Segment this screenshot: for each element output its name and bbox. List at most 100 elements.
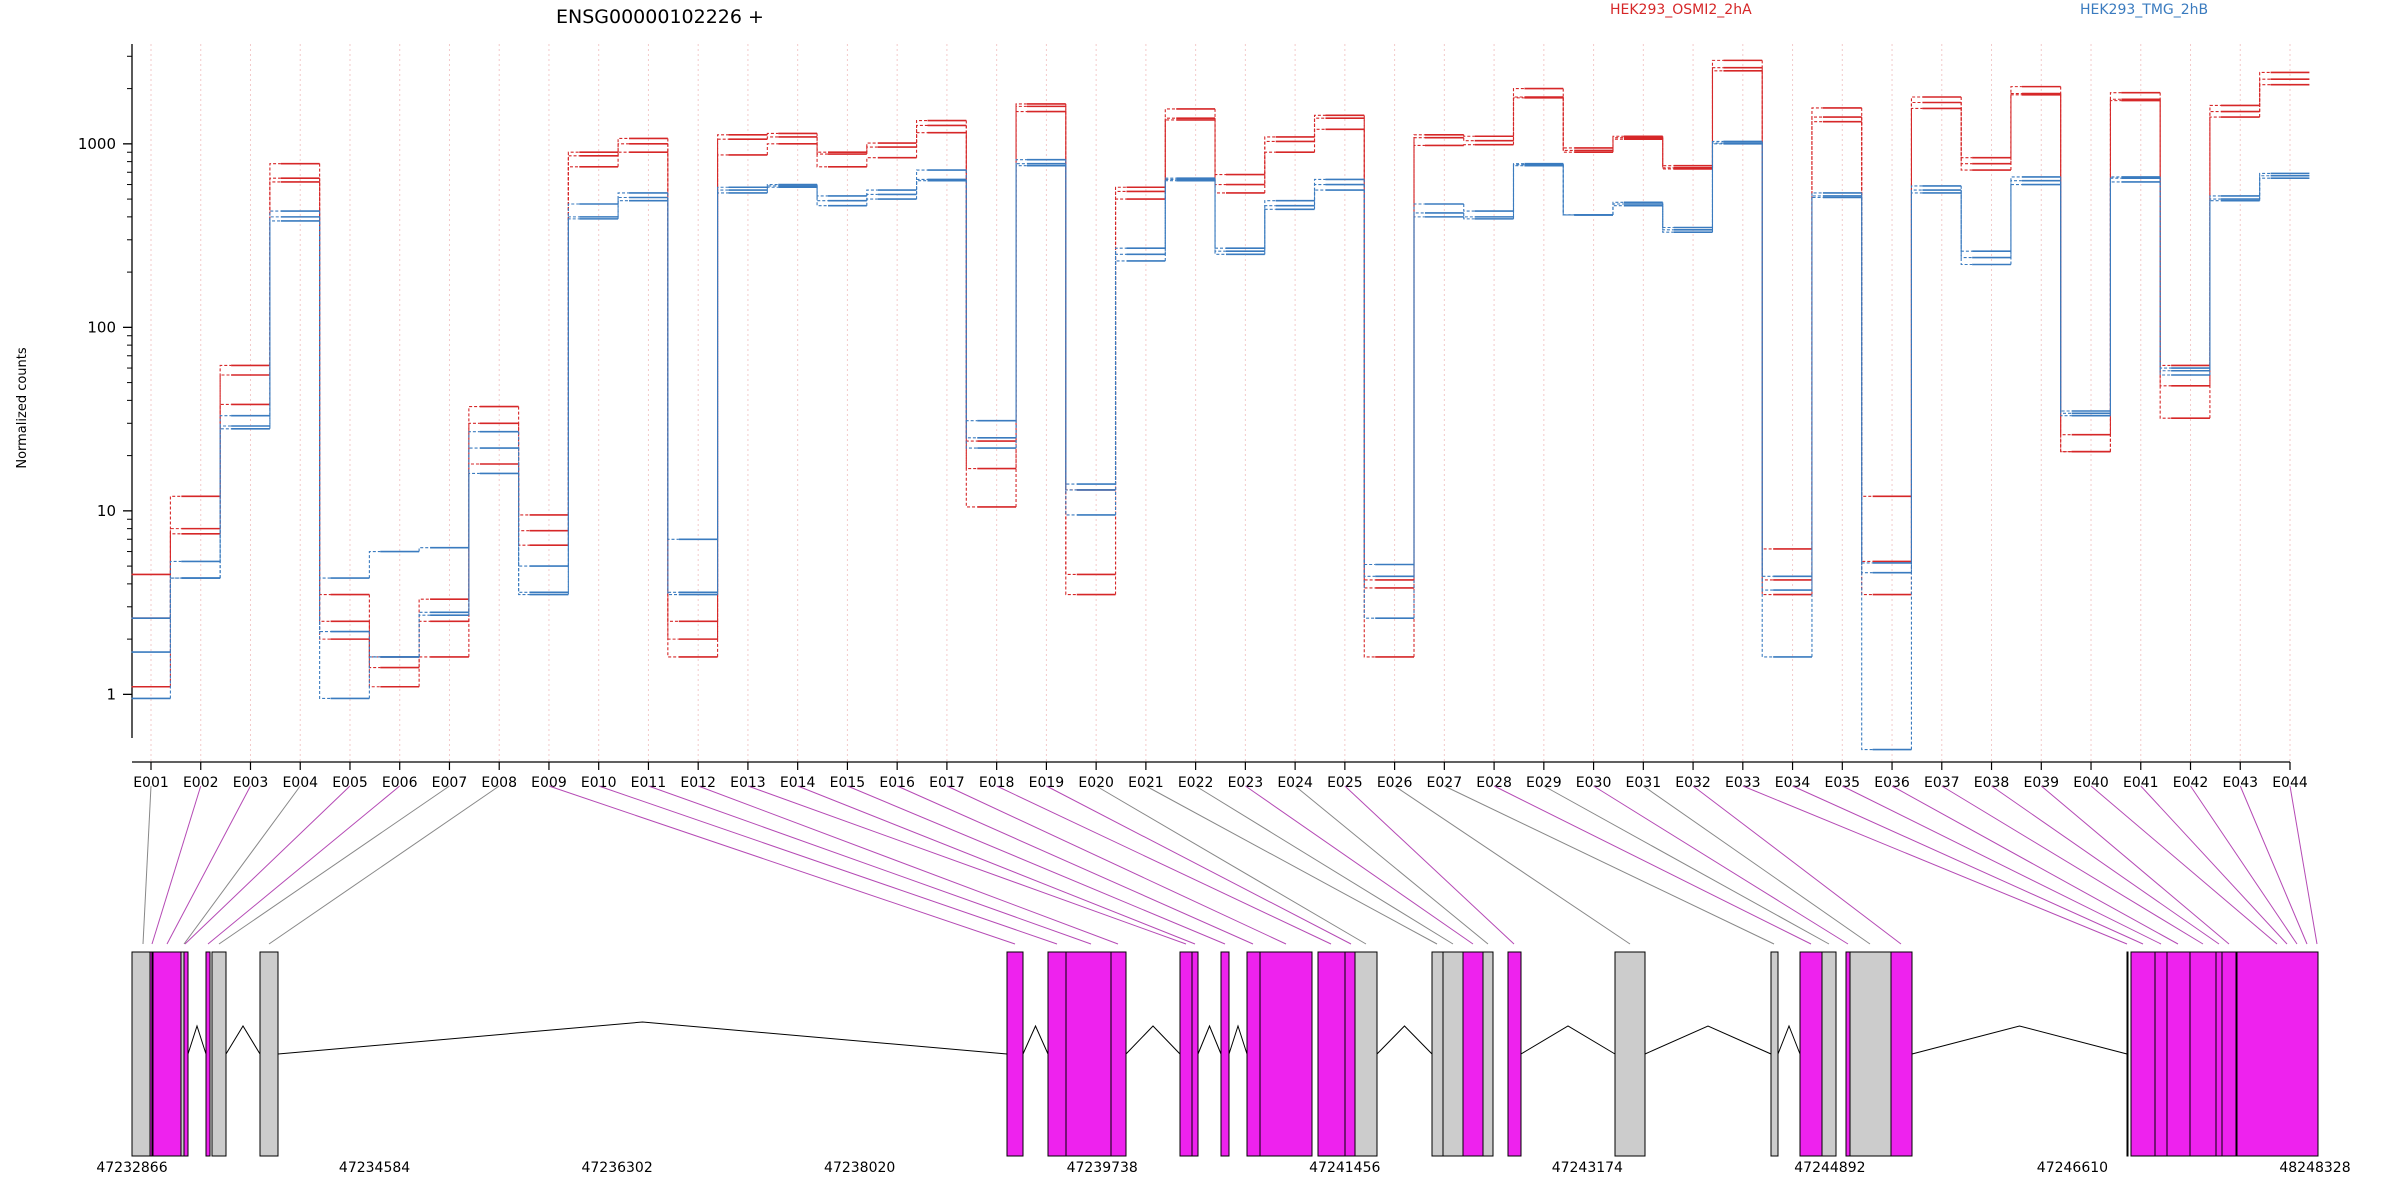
exon-tested bbox=[2166, 951, 2191, 1157]
exon-connector bbox=[1245, 785, 1474, 945]
data-connector bbox=[169, 528, 182, 619]
gene-axis-tick-label: 48248328 bbox=[2279, 1160, 2350, 1176]
exon-tested bbox=[1507, 951, 1522, 1157]
exon-untested bbox=[1354, 951, 1378, 1157]
data-connector bbox=[1662, 137, 1674, 169]
data-connector bbox=[368, 631, 381, 658]
data-connector bbox=[866, 193, 878, 201]
x-tick-label: E009 bbox=[531, 775, 567, 791]
exon-connector bbox=[184, 785, 351, 945]
data-connector bbox=[965, 132, 978, 508]
data-connector bbox=[1214, 179, 1226, 252]
exon-connector bbox=[1195, 785, 1454, 945]
exon-tested bbox=[1065, 951, 1118, 1157]
exon-connector bbox=[218, 785, 450, 945]
data-connector bbox=[468, 422, 480, 600]
data-connector bbox=[518, 431, 530, 567]
series-HEK293_TMG_2hB bbox=[131, 140, 2310, 620]
data-connector bbox=[518, 406, 530, 516]
exon-connector bbox=[747, 785, 1187, 945]
data-connector bbox=[1114, 247, 1127, 485]
data-connector bbox=[2209, 110, 2221, 386]
data-connector bbox=[1264, 208, 1276, 255]
data-connector bbox=[1164, 119, 1177, 200]
gene-axis-tick-label: 47238020 bbox=[824, 1160, 895, 1176]
data-connector bbox=[1512, 165, 1525, 219]
exon-untested bbox=[211, 951, 227, 1157]
gene-axis-tick-label: 47239738 bbox=[1067, 1160, 1138, 1176]
x-tick-label: E003 bbox=[233, 775, 269, 791]
exon-connector bbox=[648, 785, 1092, 945]
data-connector bbox=[766, 186, 779, 193]
data-connector bbox=[1612, 205, 1624, 215]
exon-connector bbox=[2090, 785, 2278, 945]
x-tick-label: E005 bbox=[332, 775, 368, 791]
exon-connector bbox=[847, 785, 1226, 945]
exon-connector bbox=[1842, 785, 2162, 945]
data-connector bbox=[2060, 93, 2072, 453]
data-connector bbox=[1612, 201, 1624, 215]
exon-connector bbox=[698, 785, 1119, 945]
data-connector bbox=[2109, 181, 2122, 416]
data-connector bbox=[965, 180, 978, 449]
data-connector bbox=[1065, 159, 1077, 485]
data-connector bbox=[518, 464, 530, 546]
data-connector bbox=[567, 151, 580, 515]
data-connector bbox=[2259, 84, 2271, 118]
intron bbox=[1197, 1024, 1222, 1055]
data-connector bbox=[2259, 177, 2271, 201]
exon-tested bbox=[2221, 951, 2237, 1157]
data-connector bbox=[717, 192, 729, 595]
data-connector bbox=[1562, 96, 1575, 152]
data-connector bbox=[1164, 117, 1177, 192]
data-connector bbox=[1761, 143, 1774, 591]
data-connector bbox=[2259, 175, 2271, 200]
exon-tested bbox=[2130, 951, 2156, 1157]
data-connector bbox=[1761, 141, 1774, 577]
data-connector bbox=[667, 152, 679, 658]
x-tick-label: E018 bbox=[979, 775, 1015, 791]
data-connector bbox=[1512, 163, 1525, 212]
data-connector bbox=[717, 154, 729, 657]
data-connector bbox=[319, 216, 331, 633]
x-tick-label: E033 bbox=[1725, 775, 1761, 791]
x-tick-label: E023 bbox=[1228, 775, 1264, 791]
intron bbox=[1376, 1025, 1433, 1055]
exon-untested bbox=[1431, 951, 1444, 1157]
data-connector bbox=[1015, 110, 1027, 507]
data-connector bbox=[1015, 103, 1027, 442]
data-connector bbox=[2259, 78, 2271, 112]
x-tick-label: E030 bbox=[1576, 775, 1612, 791]
data-connector bbox=[1164, 178, 1177, 255]
data-connector bbox=[816, 136, 829, 155]
data-connector bbox=[1114, 260, 1127, 515]
data-connector bbox=[816, 187, 829, 207]
data-connector bbox=[2159, 176, 2172, 369]
data-connector bbox=[1463, 204, 1475, 212]
data-connector bbox=[1264, 136, 1276, 175]
data-connector bbox=[1065, 163, 1077, 491]
exon-tested bbox=[1246, 951, 1261, 1157]
exon-connector bbox=[896, 785, 1254, 945]
legend-label-osmi2: HEK293_OSMI2_2hA bbox=[1610, 2, 1752, 18]
data-connector bbox=[816, 143, 829, 168]
x-tick-label: E008 bbox=[481, 775, 517, 791]
data-connector bbox=[1114, 198, 1127, 595]
data-connector bbox=[1960, 96, 1973, 159]
exon-tested bbox=[1845, 951, 1851, 1157]
data-connector bbox=[1811, 192, 1823, 577]
gene-axis-tick-label: 47232866 bbox=[96, 1160, 167, 1176]
intron bbox=[1125, 1025, 1181, 1055]
data-connector bbox=[567, 218, 580, 595]
data-connector bbox=[766, 185, 779, 191]
data-connector bbox=[1711, 70, 1724, 169]
gene-axis-tick-label: 47243174 bbox=[1552, 1160, 1623, 1176]
data-connector bbox=[1811, 121, 1823, 595]
data-connector bbox=[418, 614, 431, 657]
data-connector bbox=[1861, 117, 1873, 562]
exon-tested bbox=[183, 951, 189, 1157]
intron bbox=[277, 1021, 1008, 1055]
x-tick-label: E019 bbox=[1029, 775, 1065, 791]
data-connector bbox=[965, 170, 978, 422]
data-connector bbox=[2010, 94, 2022, 171]
